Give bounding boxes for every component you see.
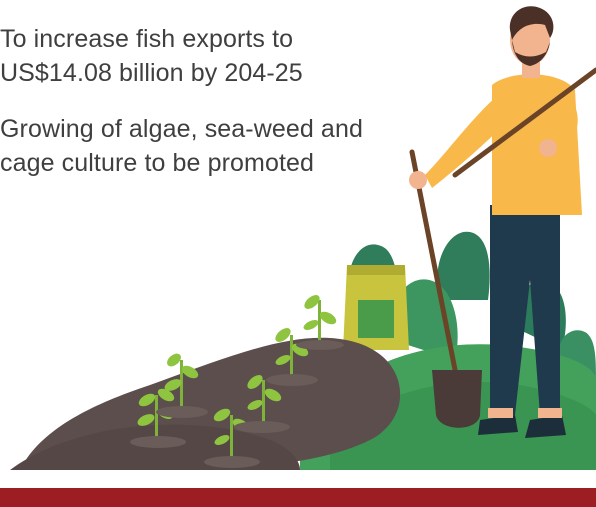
sprout-icon (137, 295, 337, 460)
bullet-export-target: To increase fish exports to US$14.08 bil… (0, 25, 303, 87)
bottom-banner (0, 488, 596, 507)
seed-bag-icon (343, 265, 409, 350)
text-block: To increase fish exports to US$14.08 bil… (0, 22, 400, 202)
bullet-algae-seaweed: Growing of algae, sea-weed and cage cult… (0, 115, 363, 177)
farmer-icon (409, 6, 596, 438)
